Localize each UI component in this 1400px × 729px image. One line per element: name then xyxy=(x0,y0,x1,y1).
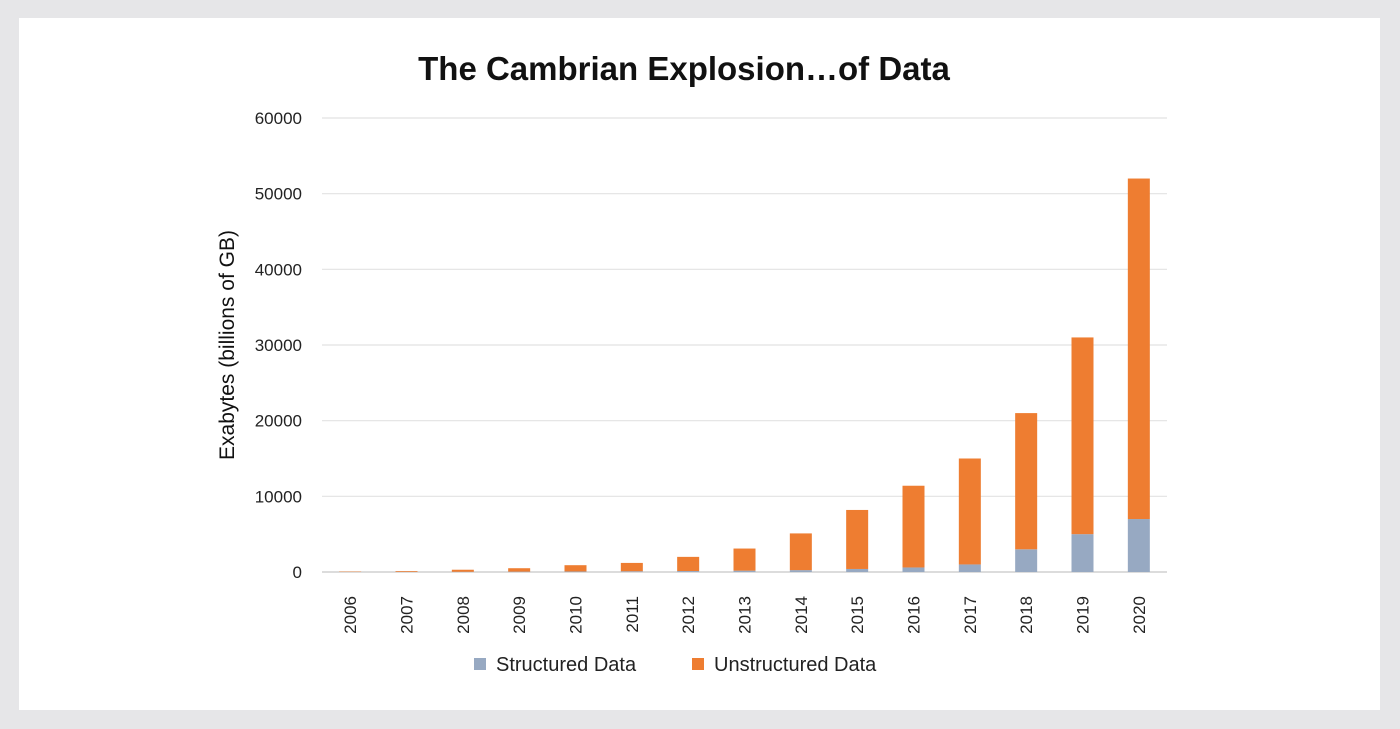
y-axis-ticks: 0 10000 20000 30000 40000 50000 60000 xyxy=(255,109,302,582)
chart-card xyxy=(19,18,1380,710)
x-tick-label: 2020 xyxy=(1130,596,1149,634)
bar-segment xyxy=(564,571,587,572)
x-tick-label: 2014 xyxy=(792,596,811,634)
y-tick-label: 0 xyxy=(293,563,302,582)
bar-segment xyxy=(677,571,700,572)
legend-label: Structured Data xyxy=(496,654,637,676)
bar-segment xyxy=(1015,413,1038,550)
y-tick-label: 60000 xyxy=(255,109,302,128)
bar-segment xyxy=(958,564,981,572)
x-tick-label: 2009 xyxy=(510,596,529,634)
bar-segment xyxy=(620,571,643,572)
bar-segment xyxy=(846,568,869,572)
bar-segment xyxy=(451,569,474,572)
bar-segment xyxy=(677,556,700,572)
x-tick-label: 2018 xyxy=(1017,596,1036,634)
x-tick-label: 2011 xyxy=(623,596,642,633)
x-tick-label: 2013 xyxy=(736,596,755,634)
bar-segment xyxy=(1071,337,1094,535)
y-axis-title: Exabytes (billions of GB) xyxy=(216,230,239,460)
y-tick-label: 10000 xyxy=(255,487,302,506)
bars xyxy=(339,178,1150,572)
legend: Structured Data Unstructured Data xyxy=(474,654,877,676)
y-tick-label: 30000 xyxy=(255,336,302,355)
x-tick-label: 2017 xyxy=(961,596,980,634)
x-axis-ticks: 2006 2007 2008 2009 2010 2011 2012 2013 2014 2015… xyxy=(341,596,1149,634)
x-tick-label: 2007 xyxy=(398,596,417,634)
x-tick-label: 2006 xyxy=(341,596,360,634)
bar-segment xyxy=(1127,519,1150,572)
legend-swatch xyxy=(692,658,704,670)
bar-segment xyxy=(564,565,587,572)
legend-label: Unstructured Data xyxy=(714,654,877,676)
x-tick-label: 2010 xyxy=(567,596,586,634)
bar-segment xyxy=(789,533,812,571)
bar-segment xyxy=(733,570,756,572)
y-tick-label: 20000 xyxy=(255,412,302,431)
x-tick-label: 2015 xyxy=(848,596,867,634)
legend-swatch xyxy=(474,658,486,670)
bar-segment xyxy=(395,571,418,572)
bar-segment xyxy=(1015,549,1038,572)
x-tick-label: 2019 xyxy=(1074,596,1093,634)
bar-segment xyxy=(958,458,981,565)
y-tick-label: 40000 xyxy=(255,260,302,279)
bar-segment xyxy=(846,509,869,569)
x-tick-label: 2012 xyxy=(679,596,698,634)
bar-segment xyxy=(508,568,531,572)
bar-segment xyxy=(1071,534,1094,572)
bar-segment xyxy=(789,570,812,572)
bar-segment xyxy=(902,485,925,568)
x-tick-label: 2008 xyxy=(454,596,473,634)
gridlines xyxy=(322,117,1167,573)
chart-title: The Cambrian Explosion…of Data xyxy=(418,50,950,87)
y-tick-label: 50000 xyxy=(255,185,302,204)
bar-segment xyxy=(1127,178,1150,520)
bar-segment xyxy=(733,548,756,571)
bar-segment xyxy=(902,567,925,572)
bar-segment xyxy=(620,562,643,572)
x-tick-label: 2016 xyxy=(905,596,924,634)
